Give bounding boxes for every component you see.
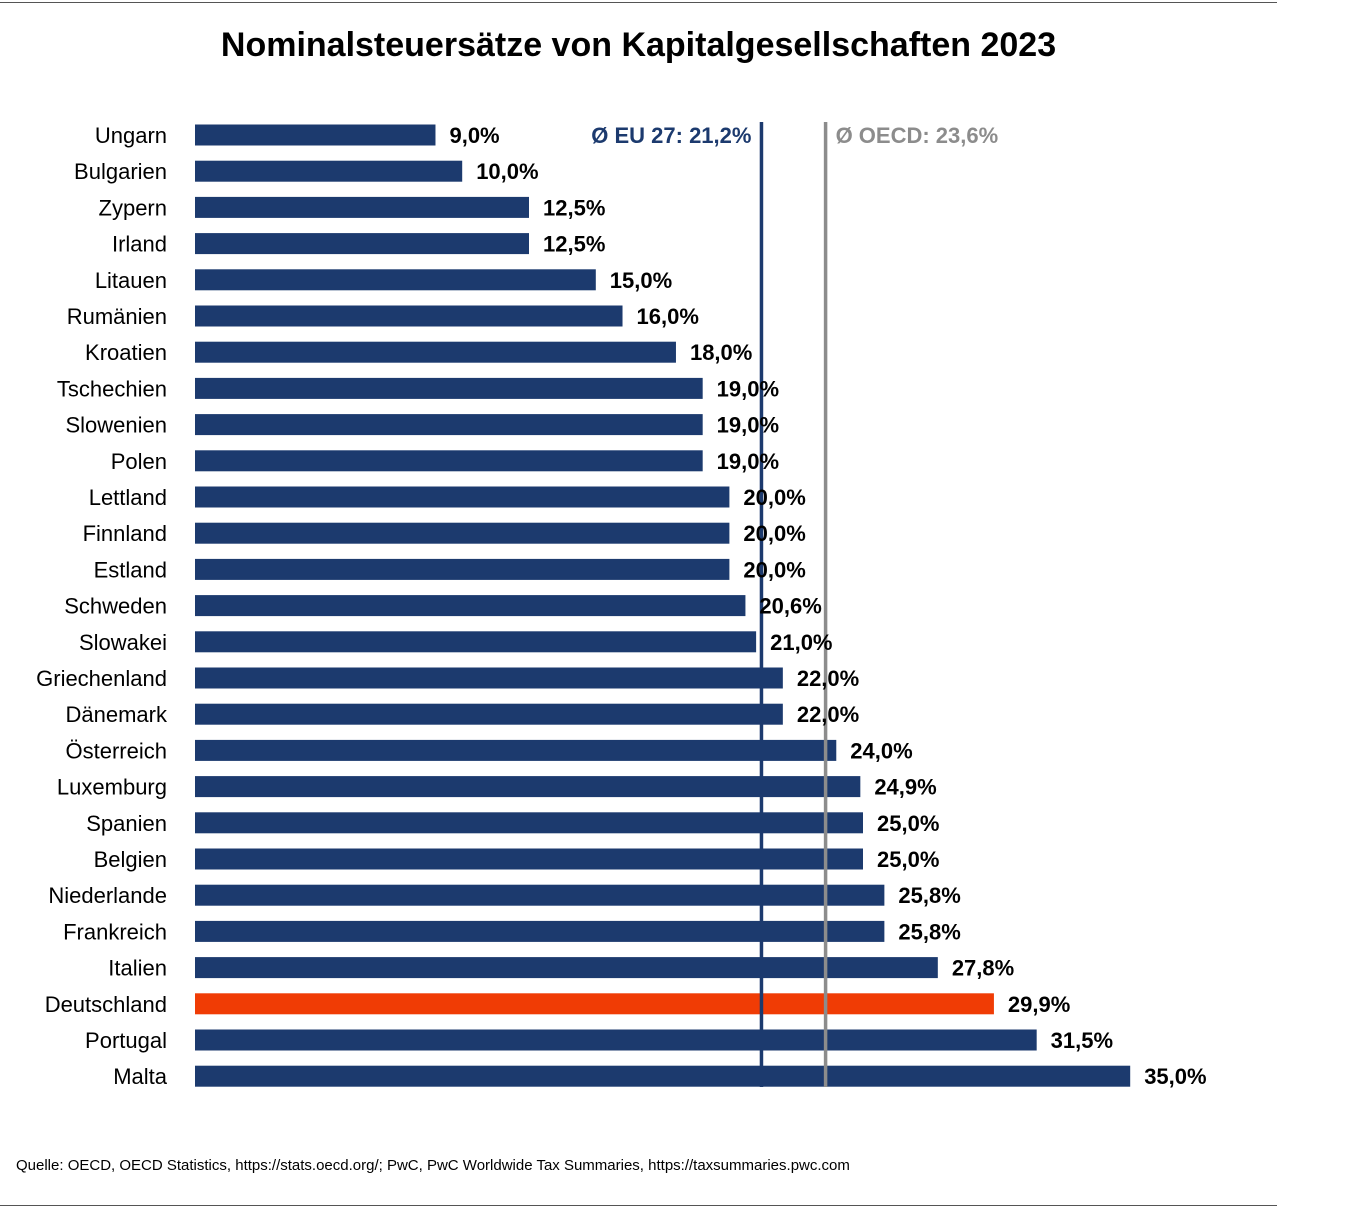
category-label: Slowenien bbox=[65, 413, 167, 438]
bar-rumänien bbox=[195, 305, 623, 327]
bar-slowakei bbox=[195, 631, 757, 653]
category-label: Luxemburg bbox=[57, 775, 167, 800]
category-label: Niederlande bbox=[48, 883, 167, 908]
bar-dänemark bbox=[195, 703, 783, 725]
category-label: Österreich bbox=[66, 738, 167, 763]
bar-niederlande bbox=[195, 884, 885, 906]
category-label: Schweden bbox=[64, 594, 167, 619]
bar-polen bbox=[195, 450, 703, 472]
bar-malta bbox=[195, 1065, 1131, 1087]
labels-group: Ungarn 9,0% Bulgarien 10,0% Zypern 12,5% Irlan… bbox=[36, 123, 1206, 1089]
category-label: Zypern bbox=[99, 195, 167, 220]
category-label: Kroatien bbox=[85, 340, 167, 365]
category-label: Bulgarien bbox=[74, 159, 167, 184]
bar-spanien bbox=[195, 812, 863, 834]
bar-ungarn bbox=[195, 124, 436, 146]
category-label: Finnland bbox=[83, 521, 167, 546]
chart-title: Nominalsteuersätze von Kapitalgesellscha… bbox=[220, 26, 1057, 64]
value-label: 25,8% bbox=[898, 919, 960, 944]
value-label: 10,0% bbox=[476, 159, 538, 184]
value-label: 16,0% bbox=[637, 304, 699, 329]
bar-schweden bbox=[195, 595, 746, 617]
bar-tschechien bbox=[195, 377, 703, 399]
category-label: Polen bbox=[111, 449, 167, 474]
category-label: Estland bbox=[94, 557, 167, 582]
category-label: Tschechien bbox=[57, 376, 167, 401]
value-label: 31,5% bbox=[1051, 1028, 1113, 1053]
bar-lettland bbox=[195, 486, 730, 508]
bottom-rule bbox=[0, 1205, 1277, 1206]
bar-kroatien bbox=[195, 341, 676, 363]
value-label: 19,0% bbox=[717, 449, 779, 474]
value-label: 20,6% bbox=[759, 594, 821, 619]
value-label: 22,0% bbox=[797, 702, 859, 727]
bar-finnland bbox=[195, 522, 730, 544]
category-label: Rumänien bbox=[67, 304, 167, 329]
value-label: 25,0% bbox=[877, 811, 939, 836]
value-label: 25,8% bbox=[898, 883, 960, 908]
category-label: Spanien bbox=[86, 811, 167, 836]
category-label: Irland bbox=[112, 232, 167, 257]
source-note: Quelle: OECD, OECD Statistics, https://s… bbox=[16, 1157, 850, 1174]
category-label: Lettland bbox=[89, 485, 167, 510]
category-label: Litauen bbox=[95, 268, 167, 293]
bar-österreich bbox=[195, 739, 837, 761]
top-rule bbox=[0, 2, 1277, 3]
value-label: 9,0% bbox=[449, 123, 499, 148]
bar-estland bbox=[195, 558, 730, 580]
value-label: 12,5% bbox=[543, 195, 605, 220]
value-label: 15,0% bbox=[610, 268, 672, 293]
category-label: Griechenland bbox=[36, 666, 167, 691]
bar-deutschland bbox=[195, 993, 994, 1015]
value-label: 24,9% bbox=[874, 775, 936, 800]
value-label: 27,8% bbox=[952, 956, 1014, 981]
bars-group bbox=[195, 124, 1131, 1087]
bar-zypern bbox=[195, 196, 529, 218]
value-label: 19,0% bbox=[717, 376, 779, 401]
value-label: 20,0% bbox=[743, 485, 805, 510]
value-label: 20,0% bbox=[743, 521, 805, 546]
bar-griechenland bbox=[195, 667, 783, 689]
value-label: 35,0% bbox=[1144, 1064, 1206, 1089]
bar-belgien bbox=[195, 848, 863, 870]
value-label: 18,0% bbox=[690, 340, 752, 365]
category-label: Malta bbox=[113, 1064, 168, 1089]
category-label: Dänemark bbox=[66, 702, 168, 727]
value-label: 19,0% bbox=[717, 413, 779, 438]
eu-average-label: Ø EU 27: 21,2% bbox=[591, 123, 751, 148]
value-label: 12,5% bbox=[543, 232, 605, 257]
value-label: 25,0% bbox=[877, 847, 939, 872]
bar-italien bbox=[195, 957, 938, 979]
bar-slowenien bbox=[195, 414, 703, 436]
value-label: 29,9% bbox=[1008, 992, 1070, 1017]
reference-lines-group: Ø EU 27: 21,2% Ø OECD: 23,6% bbox=[591, 122, 998, 1087]
bar-litauen bbox=[195, 269, 596, 291]
bar-bulgarien bbox=[195, 160, 463, 182]
value-label: 24,0% bbox=[850, 738, 912, 763]
category-label: Portugal bbox=[85, 1028, 167, 1053]
category-label: Ungarn bbox=[95, 123, 167, 148]
bar-irland bbox=[195, 233, 529, 255]
category-label: Italien bbox=[108, 956, 167, 981]
category-label: Frankreich bbox=[63, 919, 167, 944]
oecd-average-label: Ø OECD: 23,6% bbox=[836, 123, 999, 148]
bar-portugal bbox=[195, 1029, 1037, 1051]
bar-frankreich bbox=[195, 920, 885, 942]
value-label: 21,0% bbox=[770, 630, 832, 655]
bar-luxemburg bbox=[195, 776, 861, 798]
value-label: 20,0% bbox=[743, 557, 805, 582]
category-label: Deutschland bbox=[45, 992, 167, 1017]
category-label: Slowakei bbox=[79, 630, 167, 655]
value-label: 22,0% bbox=[797, 666, 859, 691]
category-label: Belgien bbox=[94, 847, 167, 872]
